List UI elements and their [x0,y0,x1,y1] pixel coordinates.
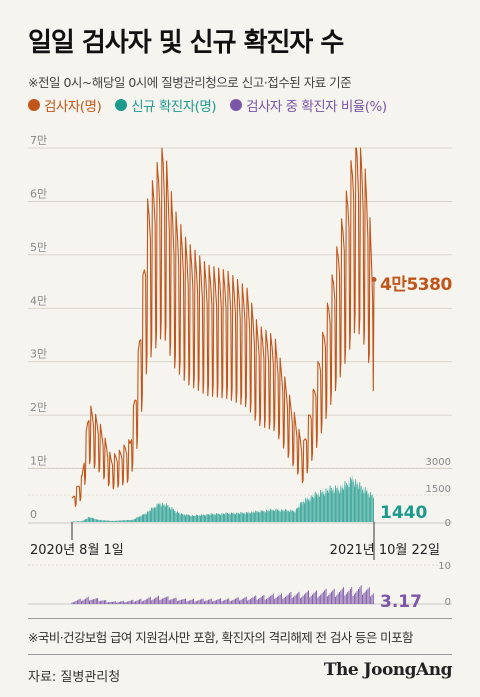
cases-y-tick-label: 3000 [426,457,451,468]
x-start-label: 2020년 8월 1일 [30,543,124,558]
tests-y-tick-label: 6만 [30,187,47,200]
legend-dot-tests [28,99,40,111]
tests-series-line [71,147,375,507]
legend-dot-rate [230,99,243,111]
tests-line-layer [71,147,377,507]
legend-item-cases: 신규 확진자(명) [115,95,217,115]
chart-labels: 0 1만 2만 3만 4만 5만 6만 7만 3000 1500 0 10 0 2020년 8월 1일 20… [30,134,453,612]
tests-y-tick-label: 1만 [30,455,47,468]
legend-label-tests: 검사자(명) [44,99,102,115]
rate-last-value-label: 3.17 [380,592,422,612]
legend-item-rate: 검사자 중 확진자 비율(%) [230,95,387,115]
rate-y-tick-label: 0 [445,597,451,608]
rate-bars-layer [71,585,374,604]
legend-label-cases: 신규 확진자(명) [131,99,217,115]
brand-logo: The JoongAng [323,660,453,680]
legend-item-tests: 검사자(명) [28,95,102,115]
tests-y-tick-label: 3만 [30,348,47,361]
legend-label-rate: 검사자 중 확진자 비율(%) [246,99,387,115]
data-basis-note: ※전일 0시~해당일 0시에 질병관리청으로 신고·접수된 자료 기준 [28,75,352,90]
legend: 검사자(명) 신규 확진자(명) 검사자 중 확진자 비율(%) [28,95,387,115]
source: 자료: 질병관리청 [28,670,121,685]
tests-y-tick-label: 2만 [30,401,47,414]
tests-y-tick-label: 7만 [30,134,47,147]
source-divider [28,654,452,655]
tests-y-tick-label: 4만 [30,294,47,307]
cases-last-value-label: 1440 [380,503,427,523]
tests-last-value-label: 4만5380 [380,275,452,295]
page-title: 일일 검사자 및 신규 확진자 수 [28,28,344,58]
legend-dot-cases [115,99,128,111]
tests-last-point [371,277,377,283]
cases-area-layer [71,474,374,522]
x-end-label: 2021년 10월 22일 [330,543,440,558]
footnote-divider [28,618,452,619]
tests-y-tick-label: 5만 [30,241,47,254]
tests-y-tick-label: 0 [30,508,37,521]
cases-area [72,474,374,522]
cases-y-tick-label: 1500 [426,484,451,495]
rate-y-tick-label: 10 [438,561,451,572]
cases-y-tick-label: 0 [445,518,451,529]
footnote: ※국비·건강보험 급여 지원검사만 포함, 확진자의 격리해제 전 검사 등은 … [28,630,413,645]
tests-gridlines [28,147,452,605]
